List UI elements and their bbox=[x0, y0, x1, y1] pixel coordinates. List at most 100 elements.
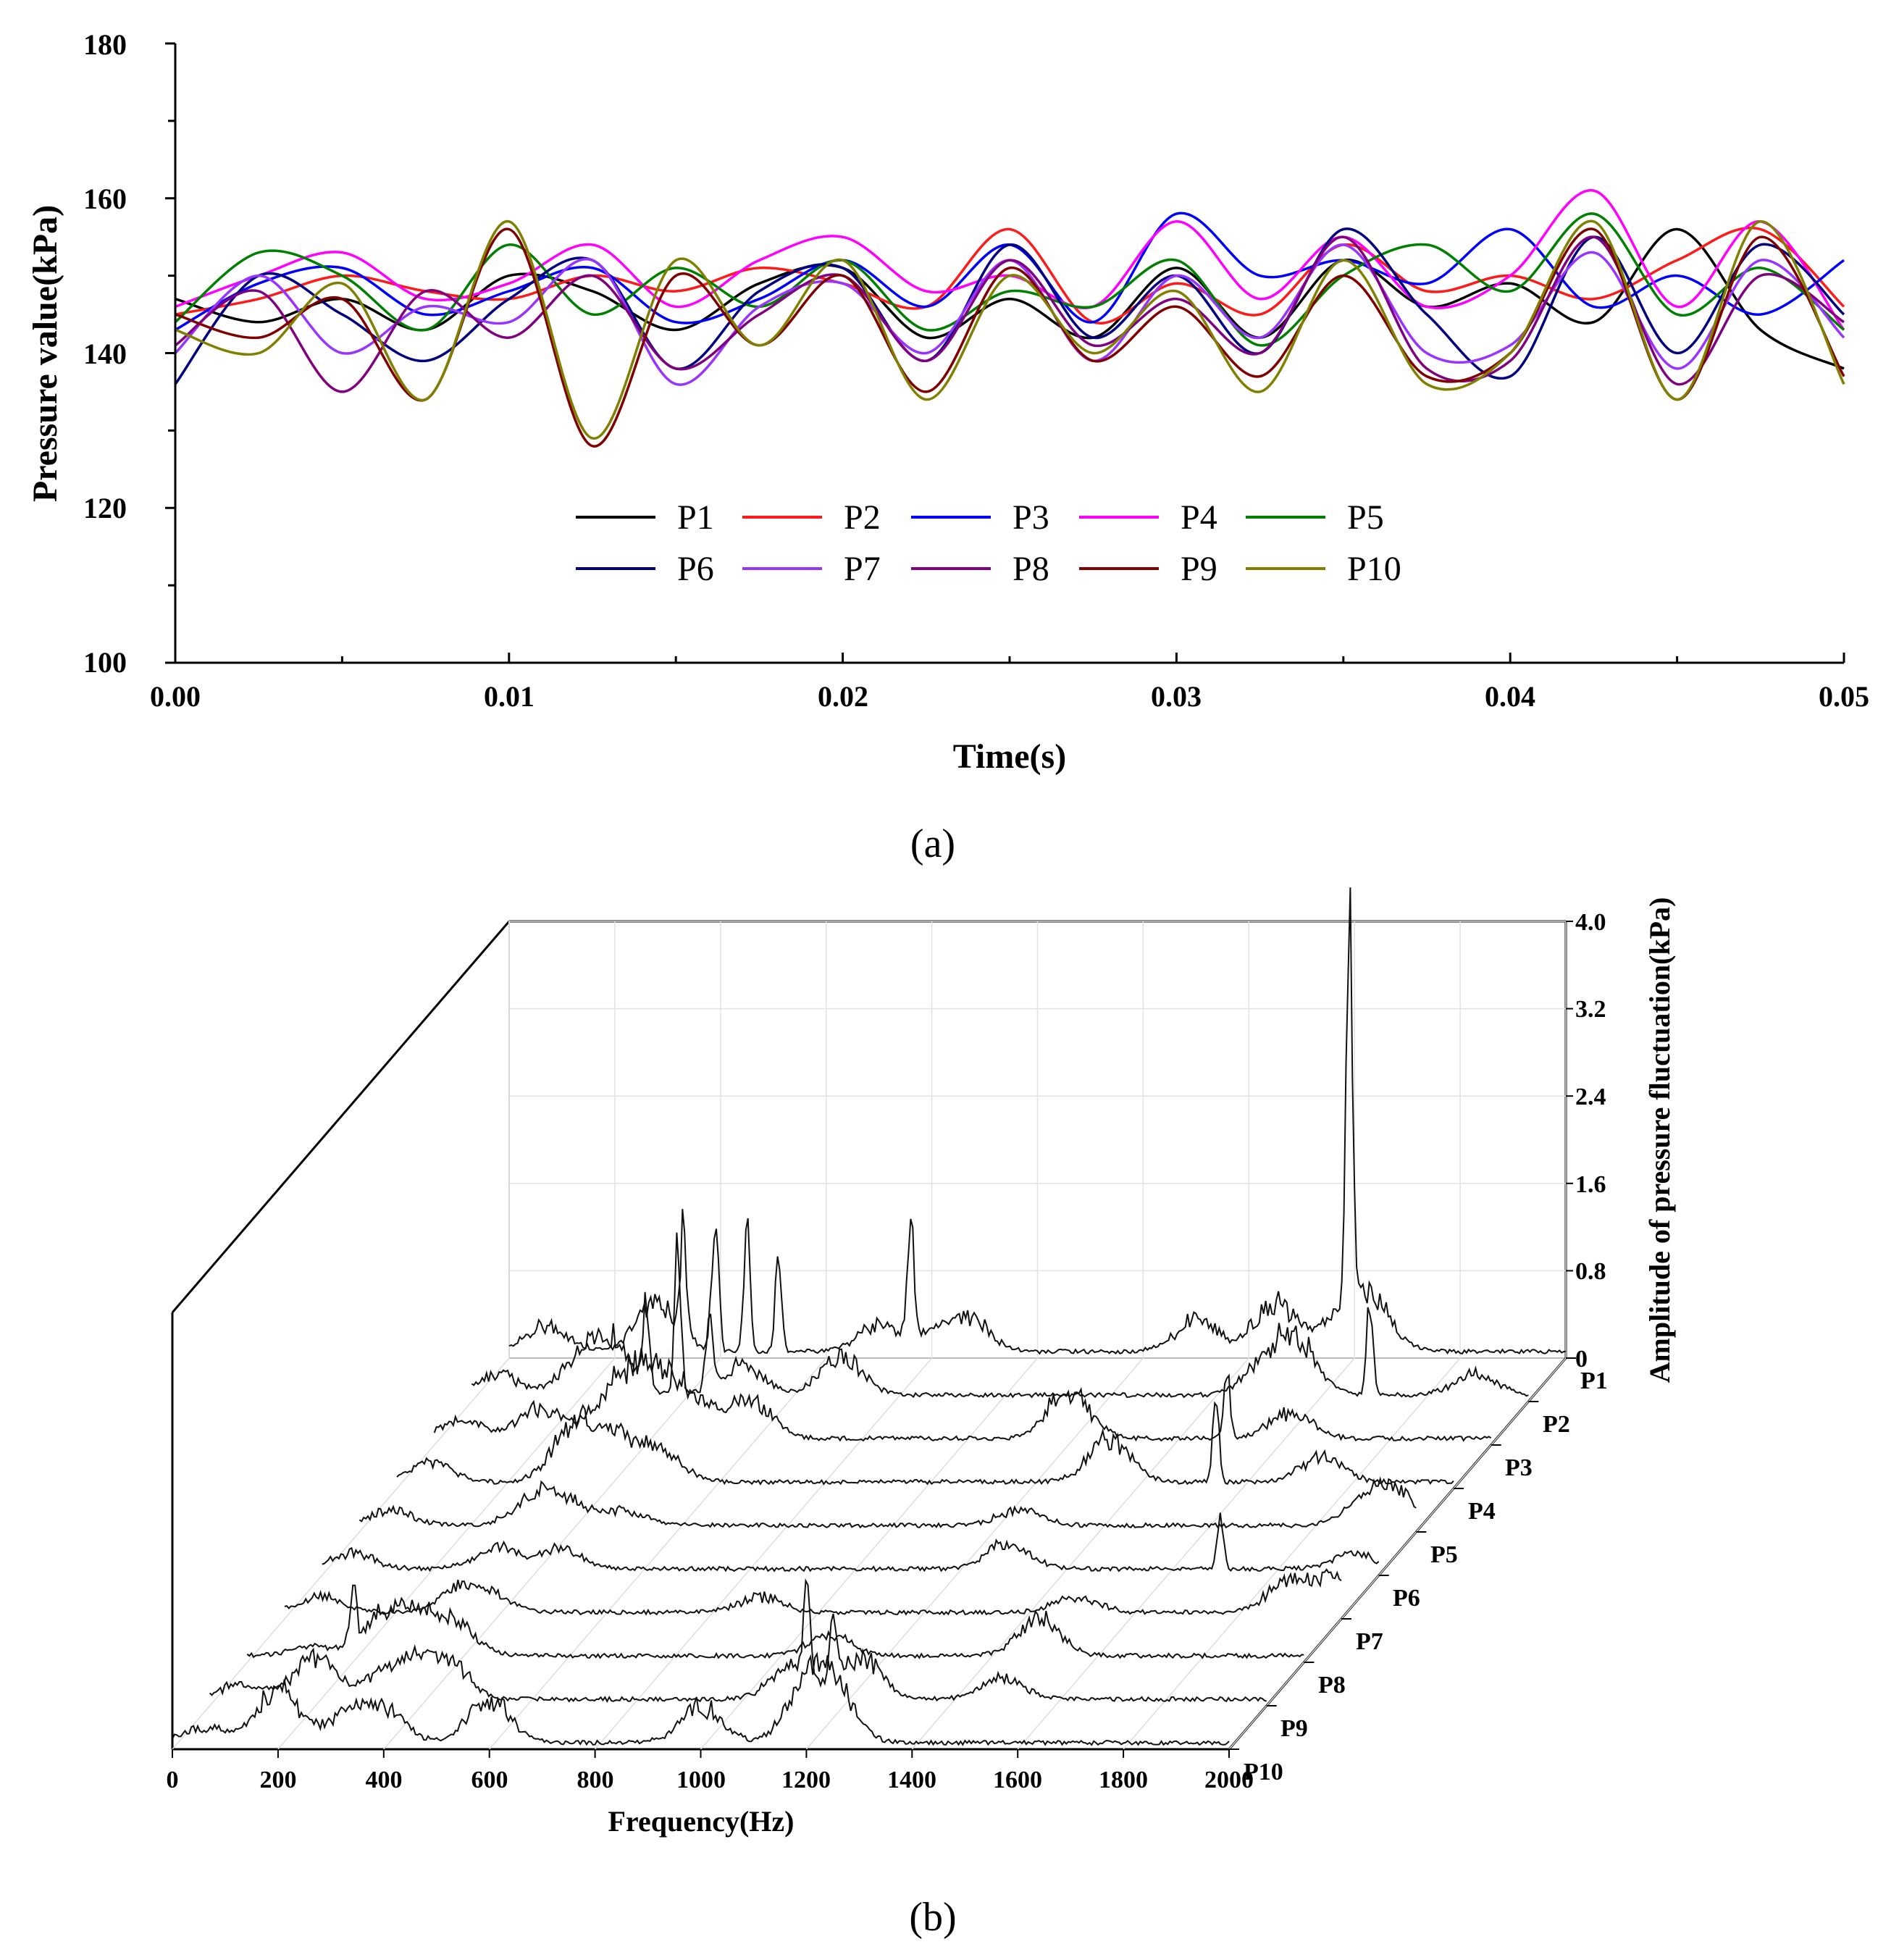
freq-tick-label: 600 bbox=[471, 1767, 508, 1793]
legend-entry-p9: P9 bbox=[1079, 550, 1217, 588]
amp-axis-title: Amplitude of pressure fluctuation(kPa) bbox=[1643, 897, 1676, 1383]
series-line-p4 bbox=[175, 189, 1845, 331]
legend-entry-p2: P2 bbox=[742, 498, 881, 537]
amp-tick-label: 4.0 bbox=[1575, 909, 1606, 936]
legend-label: P3 bbox=[1013, 498, 1049, 537]
spectrum-lines bbox=[172, 887, 1567, 1746]
freq-tick-label: 1400 bbox=[887, 1767, 936, 1793]
legend-entry-p5: P5 bbox=[1246, 498, 1384, 537]
legend-label: P2 bbox=[844, 498, 881, 537]
legend-label: P4 bbox=[1181, 498, 1217, 537]
y-tick-label: 180 bbox=[83, 28, 127, 61]
legend-entry-p1: P1 bbox=[576, 498, 714, 537]
floor-gridline bbox=[700, 1357, 1039, 1750]
legend-entry-p7: P7 bbox=[742, 550, 881, 588]
freq-tick-label: 2000 bbox=[1204, 1767, 1254, 1793]
spectrum-line-p9 bbox=[209, 1578, 1267, 1704]
frame-top-left-edge bbox=[171, 921, 511, 1313]
spectrum-line-p2 bbox=[471, 1232, 1529, 1399]
series-line-p6 bbox=[174, 227, 1845, 385]
y-tick-label: 100 bbox=[83, 646, 127, 679]
monitor-point-label: P7 bbox=[1356, 1628, 1383, 1655]
legend-label: P5 bbox=[1347, 498, 1384, 537]
series-line-p7 bbox=[174, 243, 1845, 386]
freq-tick-label: 800 bbox=[577, 1767, 614, 1793]
time-domain-chart: 0.00 0.01 0.02 0.03 0.04 0.05 100 120 14… bbox=[26, 28, 1869, 776]
floor-gridline bbox=[911, 1357, 1249, 1750]
spectrum-line-p10 bbox=[172, 1651, 1230, 1746]
freq-tick-label: 1000 bbox=[676, 1767, 726, 1793]
monitor-point-label: P10 bbox=[1244, 1759, 1283, 1785]
amp-tick-label: 0.8 bbox=[1575, 1258, 1606, 1285]
frequency-waterfall-chart: 0 200 400 600 800 1000 1200 1400 1600 18… bbox=[167, 887, 1676, 1838]
freq-tick-label: 1800 bbox=[1099, 1767, 1148, 1793]
floor-gridline bbox=[489, 1357, 827, 1750]
monitor-point-label: P9 bbox=[1280, 1715, 1308, 1742]
freq-tick-label: 1200 bbox=[781, 1767, 831, 1793]
legend-label: P7 bbox=[844, 550, 881, 588]
legend-entry-p10: P10 bbox=[1246, 550, 1401, 588]
spectrum-line-p5 bbox=[359, 1476, 1417, 1529]
freq-axis-title: Frequency(Hz) bbox=[608, 1805, 795, 1838]
x-tick-label: 0.02 bbox=[818, 680, 868, 713]
freq-tick-label: 200 bbox=[260, 1767, 297, 1793]
legend-label: P8 bbox=[1013, 550, 1049, 588]
3d-axes-frame bbox=[171, 920, 1567, 1751]
legend-entry-p4: P4 bbox=[1079, 498, 1217, 537]
series-line-p8 bbox=[174, 235, 1845, 393]
x-tick-label: 0.03 bbox=[1151, 680, 1202, 713]
legend-label: P9 bbox=[1181, 550, 1217, 588]
x-tick-label: 0.01 bbox=[484, 680, 535, 713]
x-tick-label: 0.04 bbox=[1485, 680, 1535, 713]
x-tick-label: 0.05 bbox=[1819, 680, 1869, 713]
freq-tick-label: 0 bbox=[167, 1767, 179, 1793]
spectrum-line-p3 bbox=[433, 1347, 1492, 1442]
legend-entry-p3: P3 bbox=[911, 498, 1049, 537]
legend-label: P6 bbox=[677, 550, 714, 588]
freq-tick-label: 1600 bbox=[993, 1767, 1042, 1793]
pressure-series-lines bbox=[174, 189, 1845, 448]
monitor-point-label: P1 bbox=[1580, 1368, 1608, 1394]
floor-gridline bbox=[383, 1357, 721, 1750]
spectrum-line-p6 bbox=[322, 1512, 1380, 1572]
floor-gridline bbox=[1123, 1357, 1461, 1750]
monitor-point-label: P2 bbox=[1543, 1411, 1570, 1438]
monitor-point-label: P8 bbox=[1318, 1672, 1346, 1699]
monitor-point-label: P4 bbox=[1468, 1498, 1496, 1525]
floor-gridline bbox=[1228, 1357, 1567, 1750]
y-tick-label: 160 bbox=[83, 183, 127, 215]
3d-gridlines bbox=[172, 921, 1576, 1758]
x-tick-label: 0.00 bbox=[150, 680, 201, 713]
legend-entry-p8: P8 bbox=[911, 550, 1049, 588]
y-axis-title: Pressure value(kPa) bbox=[26, 205, 64, 502]
floor-gridline bbox=[277, 1357, 616, 1750]
series-line-p2 bbox=[175, 227, 1845, 325]
monitor-point-label: P6 bbox=[1393, 1585, 1420, 1612]
floor-gridline bbox=[595, 1357, 933, 1750]
y-tick-label: 140 bbox=[83, 338, 127, 370]
y-tick-label: 120 bbox=[83, 492, 127, 524]
frame-background bbox=[172, 921, 1567, 1750]
series-line-p5 bbox=[174, 212, 1845, 347]
series-line-p3 bbox=[175, 212, 1845, 331]
x-axis-title: Time(s) bbox=[953, 737, 1066, 776]
amp-tick-label: 1.6 bbox=[1575, 1171, 1606, 1198]
amp-tick-label: 0 bbox=[1575, 1346, 1588, 1373]
y-axis-ticks bbox=[165, 42, 1845, 664]
amp-tick-label: 2.4 bbox=[1575, 1084, 1606, 1110]
series-line-p10 bbox=[175, 219, 1845, 440]
floor-gridline bbox=[805, 1357, 1144, 1750]
freq-tick-label: 400 bbox=[366, 1767, 403, 1793]
floor-gridline bbox=[1017, 1357, 1355, 1750]
monitor-point-label: P3 bbox=[1505, 1454, 1533, 1481]
legend-entry-p6: P6 bbox=[576, 550, 714, 588]
amp-tick-label: 3.2 bbox=[1575, 996, 1606, 1023]
spectrum-line-p1 bbox=[508, 887, 1567, 1355]
legend-label: P10 bbox=[1347, 550, 1401, 588]
panel-a-label: (a) bbox=[910, 821, 955, 866]
legend: P1 P2 P3 P4 P5 P6 P7 P8 P9 P10 bbox=[576, 498, 1401, 588]
legend-label: P1 bbox=[677, 498, 714, 537]
spectrum-line-p4 bbox=[396, 1401, 1454, 1486]
spectrum-line-p7 bbox=[284, 1568, 1342, 1616]
